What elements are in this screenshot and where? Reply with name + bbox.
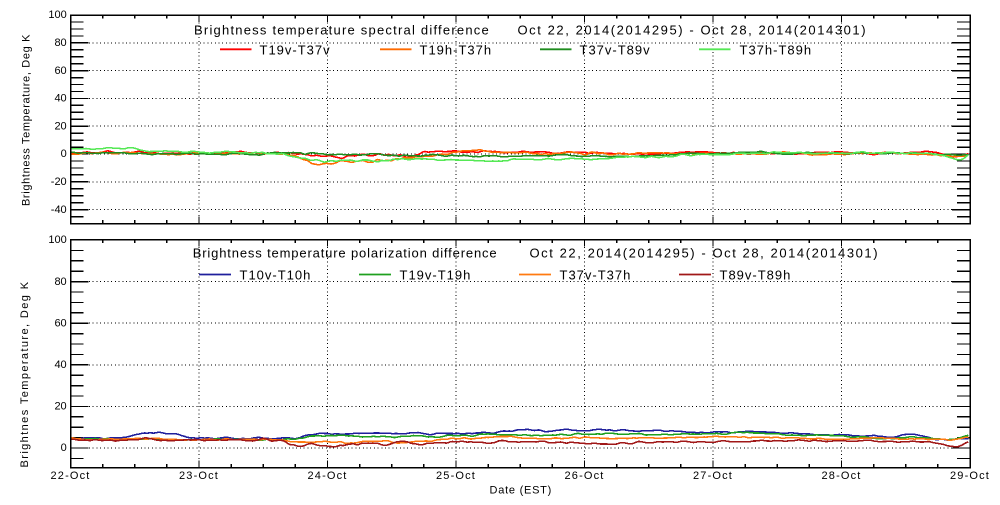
svg-text:28-Oct: 28-Oct <box>822 470 862 482</box>
svg-text:Brightness Temperature, Deg K: Brightness Temperature, Deg K <box>20 34 32 206</box>
svg-text:T19v-T19h: T19v-T19h <box>400 268 472 283</box>
svg-text:T89v-T89h: T89v-T89h <box>720 268 792 283</box>
svg-text:24-Oct: 24-Oct <box>308 470 348 482</box>
svg-text:100: 100 <box>48 9 66 21</box>
svg-text:T37v-T37h: T37v-T37h <box>560 268 632 283</box>
svg-text:0: 0 <box>61 148 67 160</box>
svg-text:-20: -20 <box>51 176 67 188</box>
svg-text:100: 100 <box>48 234 66 246</box>
svg-text:Date (EST): Date (EST) <box>490 484 553 496</box>
svg-text:T37v-T89v: T37v-T89v <box>580 42 651 57</box>
svg-text:20: 20 <box>54 120 66 132</box>
svg-text:Brightnes Temperature, Deg K: Brightnes Temperature, Deg K <box>19 281 31 468</box>
svg-text:T19v-T37v: T19v-T37v <box>260 42 331 57</box>
svg-text:26-Oct: 26-Oct <box>565 470 605 482</box>
svg-text:40: 40 <box>54 359 66 371</box>
svg-text:60: 60 <box>54 65 66 77</box>
svg-text:60: 60 <box>54 317 66 329</box>
svg-text:80: 80 <box>54 276 66 288</box>
svg-text:-40: -40 <box>51 204 67 216</box>
svg-text:Brightness temperature spectra: Brightness temperature spectral differen… <box>194 23 490 38</box>
svg-text:Brightness temperature polariz: Brightness temperature polarization diff… <box>193 246 498 261</box>
svg-text:27-Oct: 27-Oct <box>693 470 733 482</box>
svg-text:22-Oct: 22-Oct <box>51 470 91 482</box>
svg-text:25-Oct: 25-Oct <box>436 470 476 482</box>
svg-text:40: 40 <box>54 93 66 105</box>
svg-text:29-Oct: 29-Oct <box>950 470 990 482</box>
svg-text:T10v-T10h: T10v-T10h <box>240 268 312 283</box>
svg-text:Oct 22, 2014(2014295) - Oct 28: Oct 22, 2014(2014295) - Oct 28, 2014(201… <box>518 23 868 38</box>
svg-text:Oct 22, 2014(2014295) - Oct 28: Oct 22, 2014(2014295) - Oct 28, 2014(201… <box>530 246 880 261</box>
svg-text:T37h-T89h: T37h-T89h <box>740 42 813 57</box>
svg-text:20: 20 <box>54 401 66 413</box>
svg-text:0: 0 <box>61 442 67 454</box>
svg-text:T19h-T37h: T19h-T37h <box>420 42 493 57</box>
svg-text:80: 80 <box>54 37 66 49</box>
svg-text:23-Oct: 23-Oct <box>179 470 219 482</box>
